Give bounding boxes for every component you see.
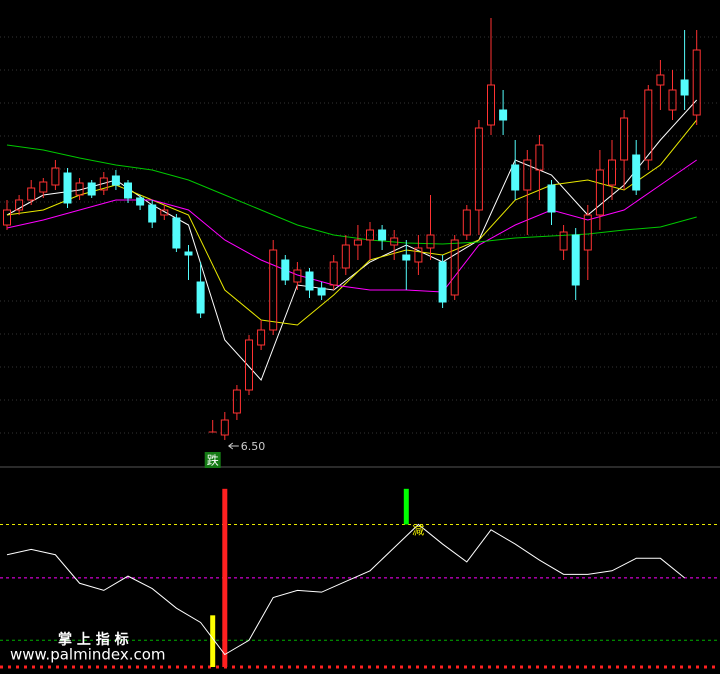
oscillator-line <box>6 523 685 656</box>
candle-body <box>426 234 435 249</box>
candle-body <box>620 117 629 161</box>
candle-body <box>51 167 60 186</box>
moving-average-line <box>6 144 697 245</box>
candle-body <box>269 249 278 331</box>
watermark-url: www.palmindex.com <box>10 646 166 664</box>
signal-bar <box>210 615 216 667</box>
candle-body <box>511 164 520 191</box>
candle-body <box>3 209 11 226</box>
candle-body <box>124 182 132 199</box>
candle-body <box>39 181 48 193</box>
candle-body <box>390 237 399 246</box>
candle-body <box>523 159 532 191</box>
candle-body <box>535 144 544 171</box>
candle-body <box>257 329 266 346</box>
candle-body <box>99 177 108 191</box>
low-arrow-head <box>227 442 234 450</box>
candle-body <box>583 214 592 251</box>
candle-body <box>366 229 374 241</box>
candle-body <box>547 184 556 213</box>
candle-body <box>668 89 677 111</box>
watermark-title: 掌 上 指 标 <box>58 631 129 648</box>
low-price-label: 6.50 <box>241 440 265 453</box>
candle-body <box>499 109 508 121</box>
moving-average-line <box>6 119 698 326</box>
candle-body <box>196 281 205 314</box>
candle-body <box>136 197 145 206</box>
candle-body <box>414 247 423 263</box>
candle-body <box>656 74 665 86</box>
candle-body <box>378 229 387 241</box>
candle-body <box>27 187 36 201</box>
candle-body <box>487 84 495 126</box>
moving-average-line <box>6 99 698 381</box>
candle-body <box>632 154 641 191</box>
candle-body <box>329 261 338 286</box>
candle-body <box>571 234 580 286</box>
candle-body <box>75 182 84 196</box>
candle-body <box>160 209 169 216</box>
candle-body <box>87 182 96 196</box>
candle-body <box>220 419 229 436</box>
signal-bar <box>403 488 409 525</box>
candle-body <box>608 159 616 186</box>
candle-body <box>402 254 411 261</box>
candle-body <box>293 269 302 283</box>
candle-body <box>474 127 483 211</box>
candle-body <box>172 217 181 249</box>
candle-body <box>184 251 193 256</box>
candle-body <box>15 199 24 211</box>
candle-body <box>63 172 72 204</box>
candle-body <box>644 89 653 161</box>
candle-body <box>148 204 157 223</box>
candle-body <box>353 239 362 246</box>
moving-average-line <box>6 159 697 293</box>
candle-body <box>341 244 350 269</box>
candle-body <box>111 175 120 186</box>
candle-body <box>450 239 459 296</box>
candle-body <box>595 169 604 216</box>
candle-body <box>559 231 568 251</box>
candle-body <box>680 79 689 96</box>
candle-body <box>245 339 253 391</box>
signal-badge <box>204 452 221 468</box>
candle-body <box>317 287 326 296</box>
signal-label: 跌 <box>207 453 219 468</box>
candle-body <box>281 259 290 281</box>
candle-body <box>232 389 241 414</box>
candle-body <box>305 271 314 291</box>
signal-bar <box>222 488 228 667</box>
candle-body <box>462 209 471 236</box>
signal-label: 减 <box>412 524 424 538</box>
candle-body <box>692 49 701 116</box>
candle-body <box>438 261 447 303</box>
